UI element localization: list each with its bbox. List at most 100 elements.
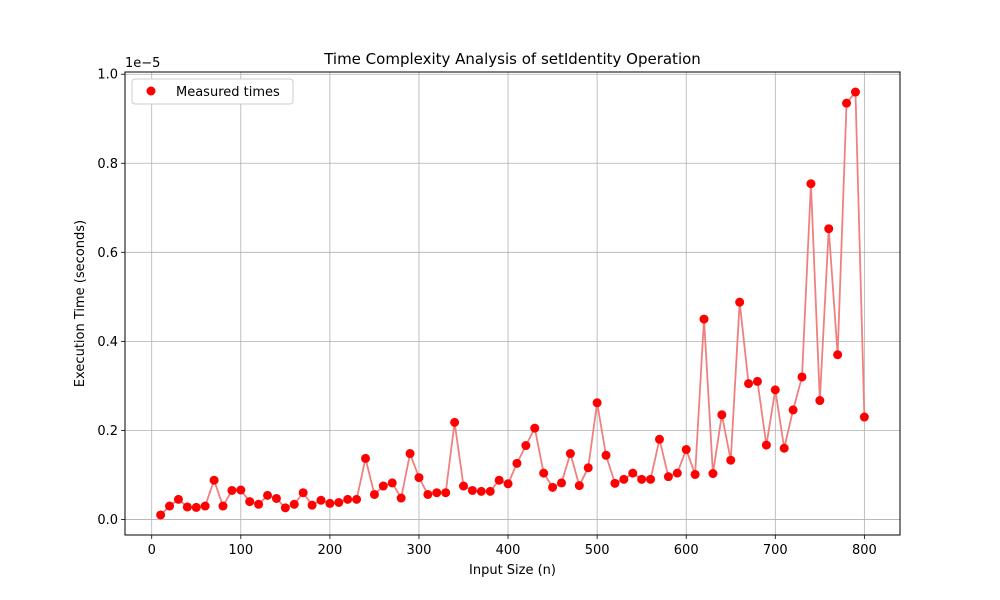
x-tick-label: 400 [496, 543, 521, 558]
data-point [761, 440, 771, 450]
x-tick-label: 800 [852, 543, 877, 558]
data-point [565, 449, 575, 459]
data-point [289, 499, 299, 509]
data-point [441, 488, 451, 498]
y-axis-label: Execution Time (seconds) [73, 220, 88, 387]
data-point [592, 398, 602, 408]
data-point [325, 498, 335, 508]
data-point [361, 453, 371, 463]
y-tick-label: 0.4 [97, 335, 118, 350]
data-point [735, 297, 745, 307]
data-point [548, 482, 558, 492]
x-tick-label: 600 [674, 543, 699, 558]
data-point [494, 475, 504, 485]
data-point [744, 379, 754, 389]
data-point [387, 478, 397, 488]
data-point [343, 494, 353, 504]
x-tick-label: 200 [317, 543, 342, 558]
data-point [503, 479, 513, 489]
data-point [405, 449, 415, 459]
y-tick-label: 0.2 [97, 424, 118, 439]
data-point [165, 501, 175, 511]
series-points [156, 87, 869, 520]
data-point [574, 481, 584, 491]
data-point [512, 458, 522, 468]
data-point [654, 434, 664, 444]
data-point [352, 494, 362, 504]
data-point [316, 495, 326, 505]
data-point [556, 478, 566, 488]
data-point [842, 98, 852, 108]
data-point [450, 417, 460, 427]
legend-label: Measured times [176, 85, 280, 100]
data-point [752, 376, 762, 386]
data-point [824, 224, 834, 234]
data-point [628, 468, 638, 478]
data-point [833, 350, 843, 360]
data-point [414, 473, 424, 483]
data-point [263, 490, 273, 500]
data-point [271, 493, 281, 503]
data-point [619, 474, 629, 484]
data-point [236, 485, 246, 495]
plot-frame [124, 71, 901, 536]
data-point [699, 314, 709, 324]
data-point [770, 385, 780, 395]
data-point [601, 450, 611, 460]
data-point [708, 469, 718, 479]
x-axis-ticks: 0 100 200 300 400 500 600 700 800 [148, 535, 877, 558]
data-point [423, 489, 433, 499]
data-point [467, 485, 477, 495]
y-axis-scale-label: 1e−5 [125, 56, 160, 71]
data-point [280, 503, 290, 513]
data-point [476, 486, 486, 496]
y-tick-label: 0.8 [97, 157, 118, 172]
data-point [227, 485, 237, 495]
data-point [806, 179, 816, 189]
data-point [672, 468, 682, 478]
data-point [200, 501, 210, 511]
data-point [539, 468, 549, 478]
chart-title: Time Complexity Analysis of setIdentity … [323, 50, 701, 68]
x-tick-label: 300 [407, 543, 432, 558]
legend-marker [146, 86, 156, 96]
data-point [173, 494, 183, 504]
data-point [583, 463, 593, 473]
data-point [726, 455, 736, 465]
data-point [378, 481, 388, 491]
y-tick-label: 1.0 [97, 68, 118, 83]
data-point [307, 500, 317, 510]
data-point [432, 488, 442, 498]
data-point [182, 502, 192, 512]
data-point [396, 493, 406, 503]
data-point [369, 489, 379, 499]
data-point [191, 502, 201, 512]
x-tick-label: 0 [148, 543, 156, 558]
x-tick-label: 100 [228, 543, 253, 558]
y-axis-ticks: 0.0 0.2 0.4 0.6 0.8 1.0 [97, 68, 125, 528]
data-point [530, 423, 540, 433]
data-point [850, 87, 860, 97]
x-axis-label: Input Size (n) [469, 563, 556, 578]
data-point [298, 488, 308, 498]
data-point [788, 405, 798, 415]
y-tick-label: 0.0 [97, 513, 118, 528]
data-point [254, 499, 264, 509]
legend-box [131, 78, 294, 105]
data-point [209, 475, 219, 485]
data-point [334, 498, 344, 507]
y-tick-label: 0.6 [97, 246, 118, 261]
data-point [681, 445, 691, 455]
data-point [663, 472, 673, 482]
data-point [690, 469, 700, 479]
data-point [637, 474, 647, 484]
data-point [218, 501, 228, 511]
data-point [245, 497, 255, 507]
data-point [610, 478, 620, 488]
data-point [521, 441, 531, 451]
x-tick-label: 500 [585, 543, 610, 558]
legend: Measured times [131, 78, 294, 105]
data-point [859, 412, 869, 422]
data-point [779, 443, 789, 453]
